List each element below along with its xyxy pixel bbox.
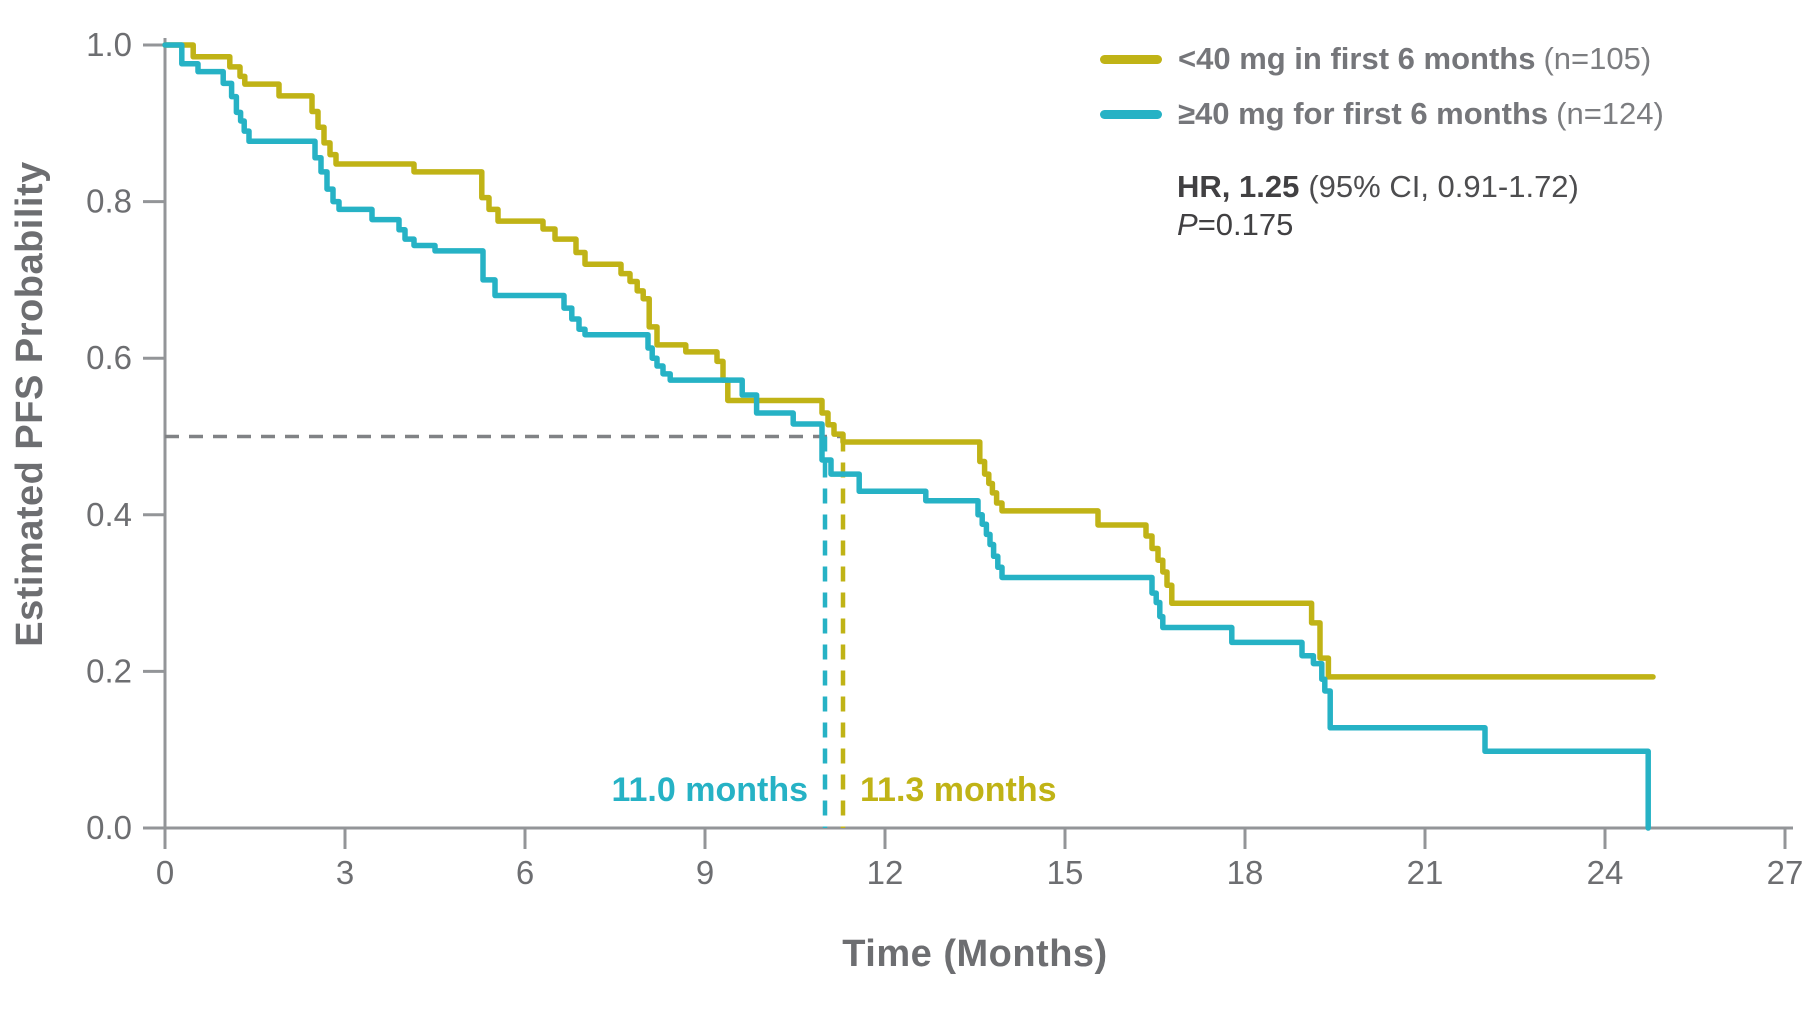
median-label-lt40: 11.3 months [860,771,1057,809]
legend-swatch-lt40-icon [1100,54,1162,64]
x-tick-label: 21 [1407,854,1444,891]
legend-swatch-ge40-icon [1100,109,1162,119]
p-symbol: P [1177,207,1198,242]
km-curve-lt40 [162,42,1656,680]
legend-label-lt40: <40 mg in first 6 months (n=105) [1178,41,1651,77]
legend-item-ge40: ≥40 mg for first 6 months (n=124) [1100,94,1664,134]
y-tick-label: 0.6 [86,339,132,376]
x-tick-label: 27 [1767,854,1804,891]
legend-n-ge40: (n=124) [1556,96,1664,131]
y-tick-label: 0.0 [86,809,132,846]
x-tick-label: 24 [1587,854,1624,891]
legend-label-ge40: ≥40 mg for first 6 months (n=124) [1178,96,1664,132]
p-value-line: P=0.175 [1177,206,1579,244]
x-tick-label: 12 [867,854,904,891]
km-curve-ge40 [162,42,1651,831]
median-label-ge40: 11.0 months [611,771,808,809]
x-tick-label: 18 [1227,854,1264,891]
hr-value: HR, 1.25 [1177,169,1300,204]
x-tick-label: 0 [156,854,174,891]
ci-value: (95% CI, 0.91-1.72) [1308,169,1579,204]
legend-item-lt40: <40 mg in first 6 months (n=105) [1100,39,1651,79]
y-tick-label: 0.8 [86,183,132,220]
x-axis-title: Time (Months) [842,933,1108,975]
hazard-ratio-line: HR, 1.25 (95% CI, 0.91-1.72) [1177,168,1579,206]
x-tick-label: 9 [696,854,714,891]
y-axis-title: Estimated PFS Probability [9,161,51,647]
x-tick-label: 3 [336,854,354,891]
hazard-ratio-block: HR, 1.25 (95% CI, 0.91-1.72) P=0.175 [1177,168,1579,244]
y-tick-label: 0.2 [86,652,132,689]
y-tick-label: 1.0 [86,26,132,63]
x-tick-label: 6 [516,854,534,891]
legend-label-ge40-text: ≥40 mg for first 6 months [1178,96,1549,131]
legend-label-lt40-text: <40 mg in first 6 months [1178,41,1536,76]
y-tick-label: 0.4 [86,496,132,533]
p-value: =0.175 [1197,207,1294,242]
legend-n-lt40: (n=105) [1543,41,1652,76]
x-tick-label: 15 [1047,854,1084,891]
